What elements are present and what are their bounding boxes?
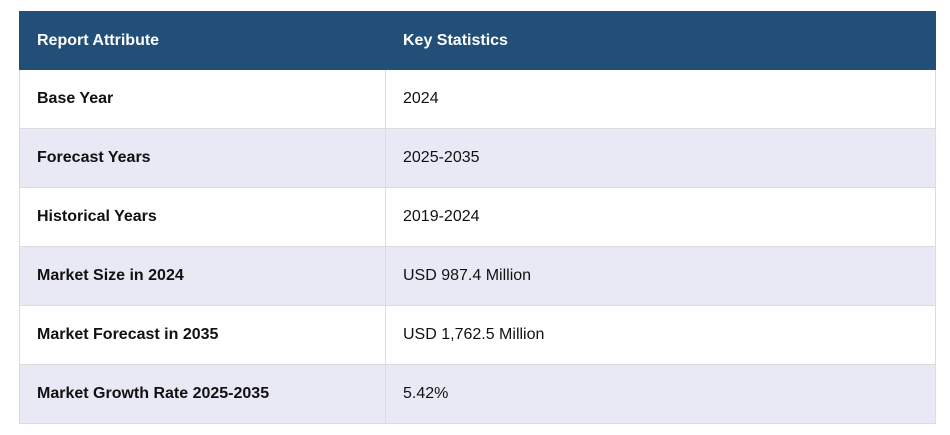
table-row: Historical Years 2019-2024 [19,187,936,247]
row-attribute: Historical Years [19,187,386,247]
table-row: Base Year 2024 [19,69,936,129]
table-row: Market Growth Rate 2025-2035 5.42% [19,364,936,424]
row-attribute: Market Growth Rate 2025-2035 [19,364,386,424]
report-table-container: Report Attribute Key Statistics Base Yea… [19,11,936,424]
row-attribute: Market Size in 2024 [19,246,386,306]
row-attribute: Market Forecast in 2035 [19,305,386,365]
header-key-statistics: Key Statistics [385,11,936,70]
table-row: Forecast Years 2025-2035 [19,128,936,188]
row-value: 2024 [385,69,936,129]
row-value: 2025-2035 [385,128,936,188]
row-attribute: Forecast Years [19,128,386,188]
table-row: Market Size in 2024 USD 987.4 Million [19,246,936,306]
table-row: Market Forecast in 2035 USD 1,762.5 Mill… [19,305,936,365]
row-attribute: Base Year [19,69,386,129]
report-attributes-table: Report Attribute Key Statistics Base Yea… [19,11,936,424]
row-value: 5.42% [385,364,936,424]
row-value: USD 987.4 Million [385,246,936,306]
row-value: 2019-2024 [385,187,936,247]
row-value: USD 1,762.5 Million [385,305,936,365]
table-header-row: Report Attribute Key Statistics [19,11,936,70]
header-report-attribute: Report Attribute [19,11,386,70]
